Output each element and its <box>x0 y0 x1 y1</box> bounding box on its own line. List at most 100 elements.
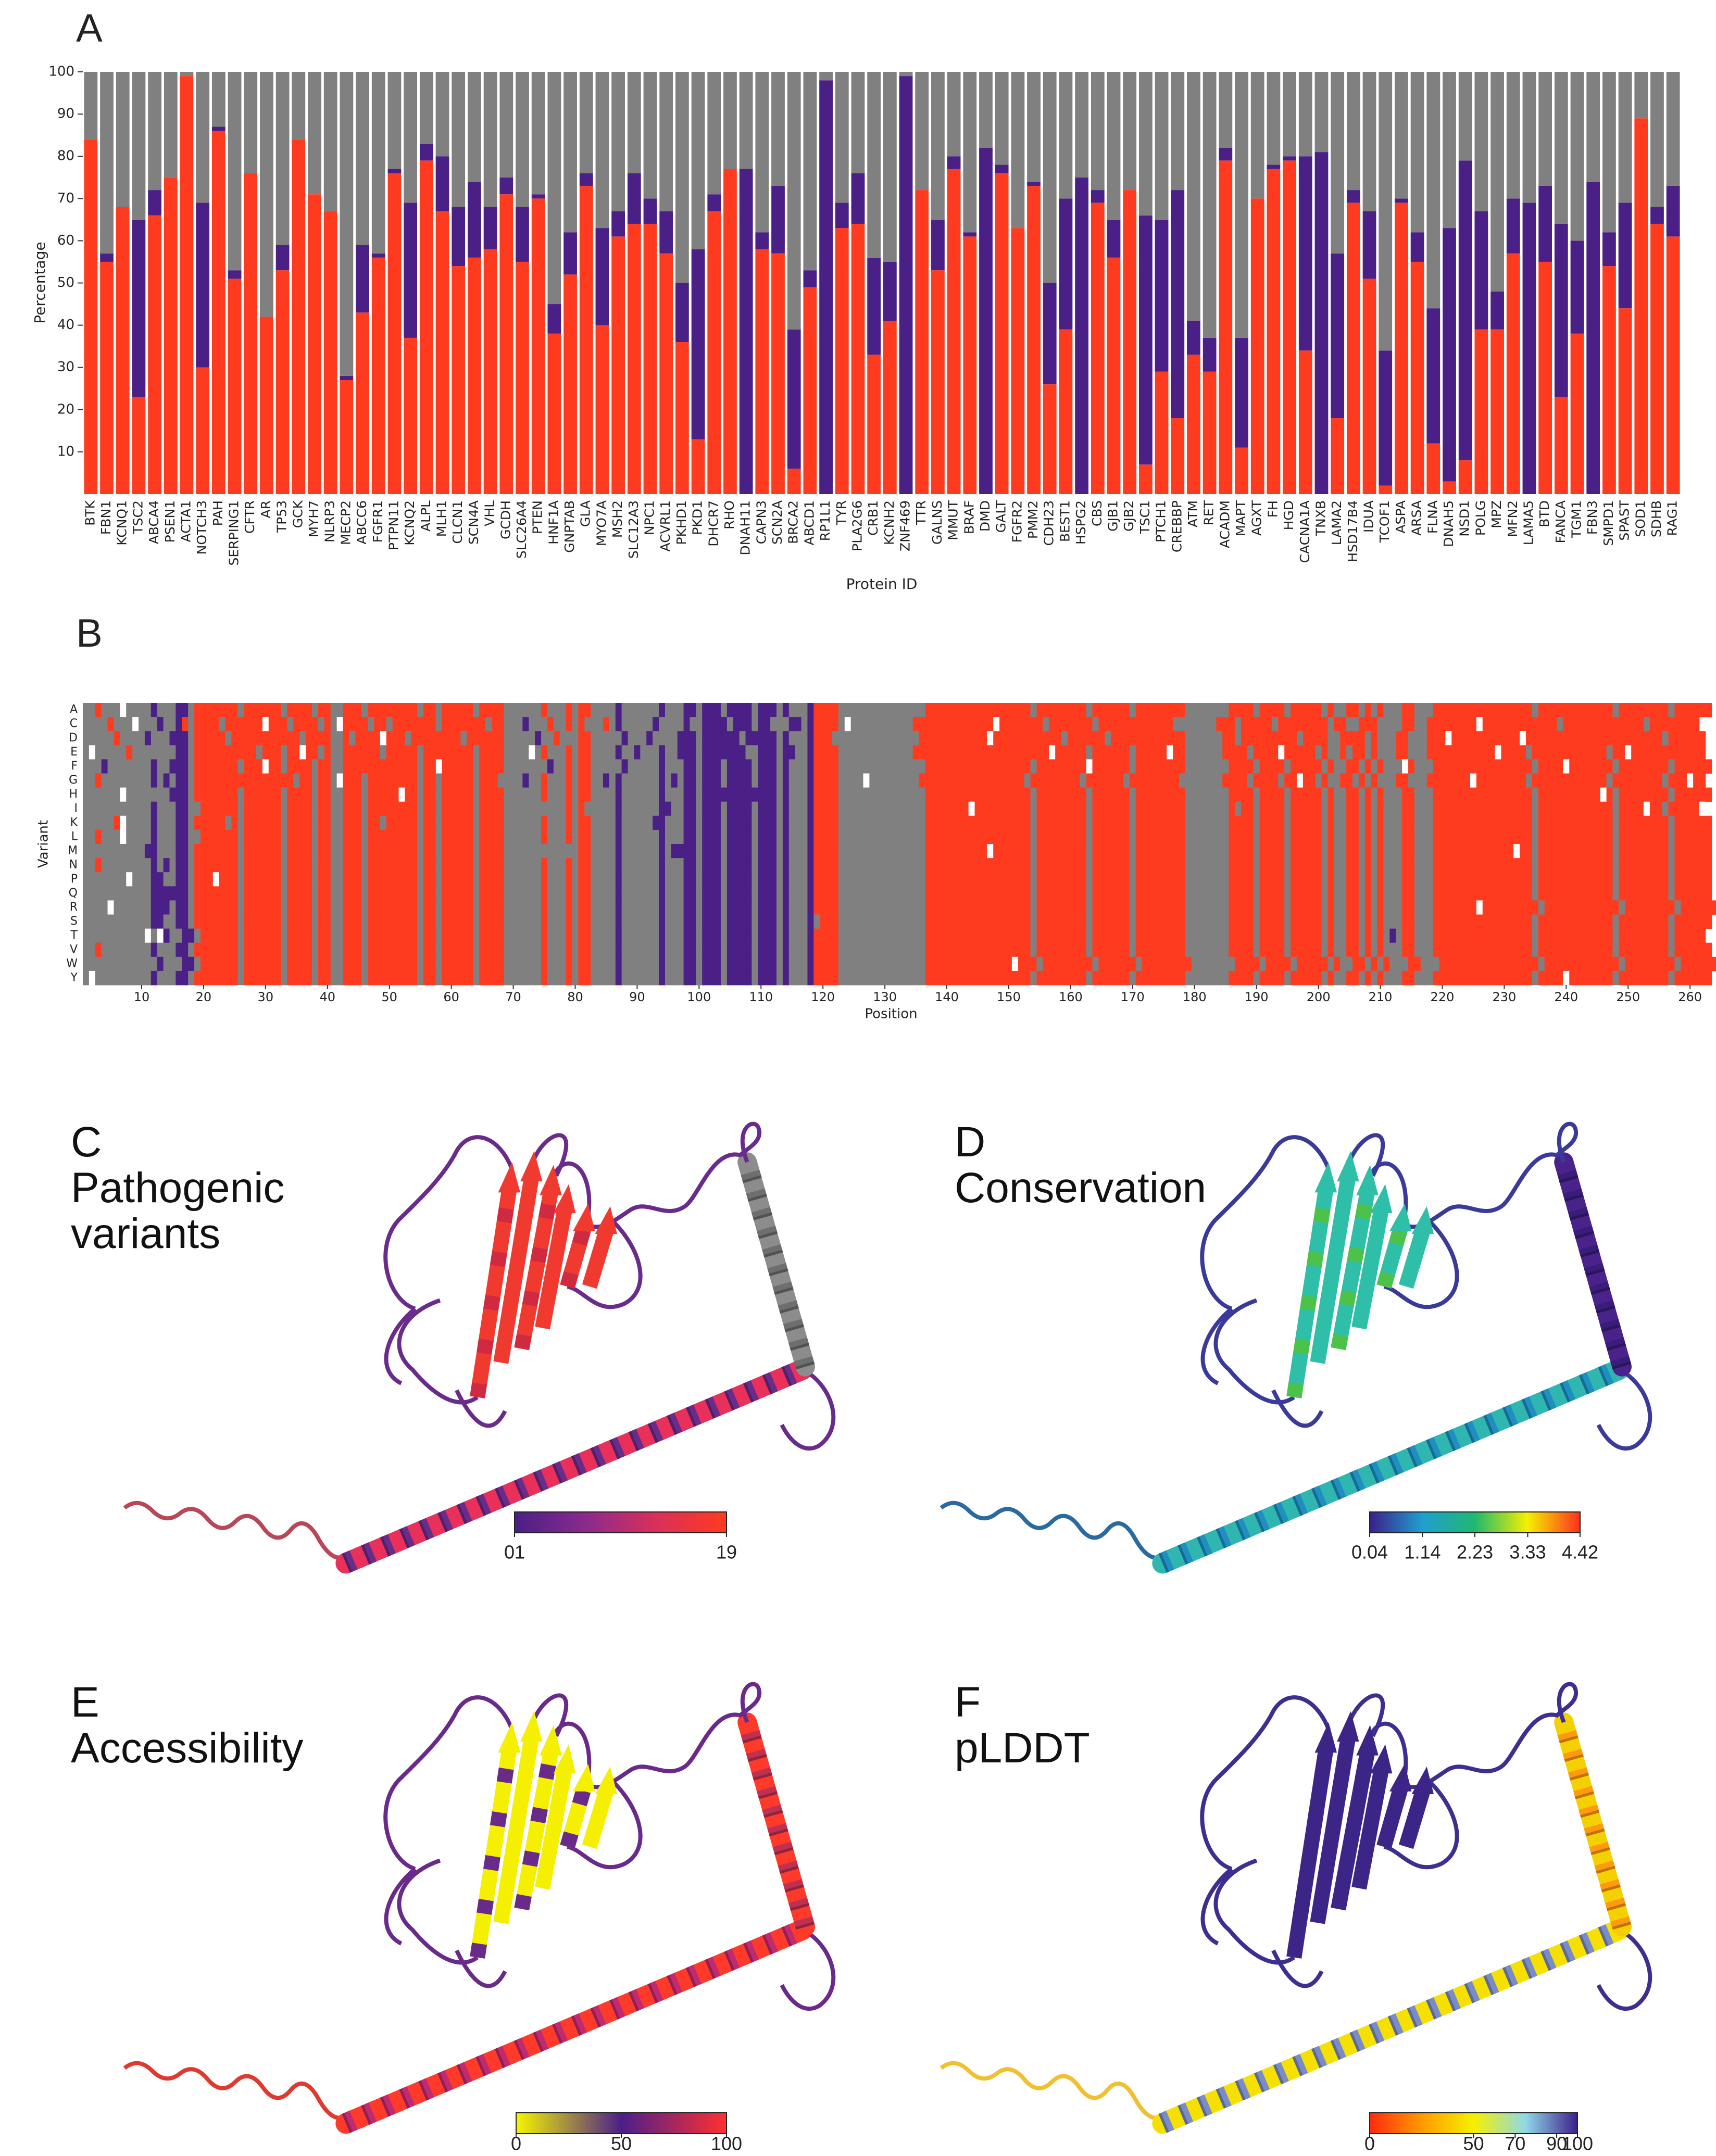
heatmap-cell <box>120 872 127 887</box>
heatmap-cell <box>1420 900 1427 915</box>
heatmap-cell <box>640 801 647 816</box>
heatmap-cell <box>1389 858 1396 873</box>
heatmap-cell <box>114 787 120 802</box>
heatmap-cell <box>1334 815 1341 830</box>
heatmap-cell <box>448 773 455 788</box>
heatmap-cell <box>826 886 833 901</box>
heatmap-cell <box>1123 914 1130 929</box>
heatmap-cell <box>306 829 312 844</box>
heatmap-cell <box>1495 829 1501 844</box>
heatmap-cell <box>151 928 158 943</box>
heatmap-cell <box>591 928 597 943</box>
heatmap-cell <box>863 773 870 788</box>
heatmap-cell <box>547 717 554 732</box>
heatmap-cell <box>758 844 765 859</box>
bar-segment <box>531 72 545 195</box>
heatmap-cell <box>696 900 703 915</box>
heatmap-cell <box>244 886 250 901</box>
heatmap-cell <box>1526 900 1533 915</box>
heatmap-cell <box>597 844 604 859</box>
heatmap-cell <box>609 717 616 732</box>
heatmap-cell <box>912 731 919 746</box>
heatmap-cell <box>974 914 981 929</box>
heatmap-cell <box>274 815 281 830</box>
heatmap-cell <box>547 858 554 873</box>
heatmap-cell <box>1061 829 1068 844</box>
heatmap-cell <box>1006 886 1012 901</box>
bar-segment <box>371 72 385 254</box>
heatmap-cell <box>380 942 387 957</box>
heatmap-cell <box>1606 801 1613 816</box>
x-axis-label: Protein ID <box>846 575 918 592</box>
heatmap-cell <box>1693 829 1700 844</box>
heatmap-cell <box>1148 886 1155 901</box>
heatmap-cell <box>1637 815 1644 830</box>
heatmap-cell <box>1142 745 1148 760</box>
heatmap-cell <box>1346 829 1353 844</box>
heatmap-cell <box>1631 801 1638 816</box>
heatmap-cell <box>139 886 145 901</box>
heatmap-cell <box>1687 844 1694 859</box>
heatmap-cell <box>176 928 182 943</box>
heatmap-cell <box>776 914 783 929</box>
heatmap-cell <box>176 829 182 844</box>
heatmap-cell <box>1358 801 1366 816</box>
heatmap-cell <box>1266 759 1272 774</box>
heatmap-cell <box>1575 703 1582 717</box>
heatmap-cell <box>1662 815 1669 830</box>
heatmap-cell <box>1371 886 1377 901</box>
heatmap-cell <box>83 787 90 802</box>
heatmap-cell <box>95 829 102 844</box>
heatmap-cell <box>1197 759 1204 774</box>
bar-segment <box>771 253 785 494</box>
heatmap-cell <box>510 886 517 901</box>
heatmap-cell <box>1587 717 1595 732</box>
heatmap-cell <box>764 914 771 929</box>
heatmap-cell <box>640 928 647 943</box>
heatmap-cell <box>1036 759 1043 774</box>
heatmap-cell <box>1612 829 1619 844</box>
heatmap-cell <box>850 815 857 830</box>
bar-segment <box>675 342 689 494</box>
heatmap-cell <box>566 773 572 788</box>
heatmap-cell <box>256 815 263 830</box>
heatmap-cell <box>1563 844 1570 859</box>
heatmap-cell <box>1105 703 1111 717</box>
heatmap-cell <box>850 914 857 929</box>
heatmap-cell <box>1216 829 1223 844</box>
heatmap-cell <box>398 731 405 746</box>
bar-segment <box>1187 72 1200 321</box>
heatmap-cell <box>1253 928 1260 943</box>
heatmap-cell <box>330 844 337 859</box>
heatmap-cell <box>770 928 777 943</box>
heatmap-cell <box>634 787 641 802</box>
heatmap-cell <box>999 815 1006 830</box>
heatmap-cell <box>467 900 473 915</box>
heatmap-cell <box>89 900 96 915</box>
heatmap-cell <box>1575 759 1582 774</box>
heatmap-cell <box>1191 858 1198 873</box>
heatmap-cell <box>553 703 560 717</box>
heatmap-cell <box>467 703 473 717</box>
heatmap-cell <box>1117 844 1124 859</box>
heatmap-cell <box>212 815 220 830</box>
heatmap-cell <box>250 773 257 788</box>
heatmap-cell <box>429 942 436 957</box>
heatmap-cell <box>225 844 232 859</box>
heatmap-cell <box>324 759 331 774</box>
heatmap-cell <box>1142 731 1148 746</box>
heatmap-cell <box>826 703 833 717</box>
heatmap-cell <box>640 703 647 717</box>
heatmap-cell <box>974 703 981 717</box>
heatmap-cell <box>1445 759 1452 774</box>
heatmap-cell <box>1018 914 1025 929</box>
heatmap-cell <box>659 914 666 929</box>
heatmap-cell <box>411 815 418 830</box>
heatmap-cell <box>1080 858 1087 873</box>
heatmap-cell <box>182 942 189 957</box>
heatmap-cell <box>237 759 244 774</box>
heatmap-cell <box>1229 928 1235 943</box>
heatmap-cell <box>330 914 337 929</box>
heatmap-cell <box>460 872 467 887</box>
heatmap-cell <box>132 829 139 844</box>
